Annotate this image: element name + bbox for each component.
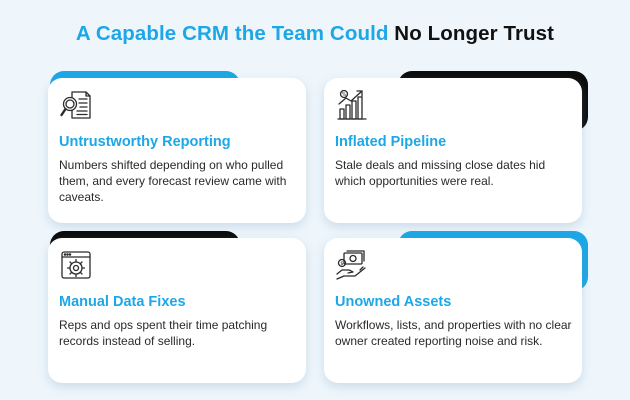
card-untrustworthy-reporting: Untrustworthy Reporting Numbers shifted … <box>48 71 306 223</box>
svg-text:%: % <box>342 92 347 98</box>
card-description: Reps and ops spent their time patching r… <box>59 318 268 348</box>
card-title: Untrustworthy Reporting <box>59 134 231 150</box>
gear-browser-icon <box>61 251 91 279</box>
card-body: Manual Data Fixes Reps and ops spent the… <box>48 238 306 383</box>
card-description: Stale deals and missing close dates hid … <box>335 158 546 188</box>
card-title: Inflated Pipeline <box>335 134 447 150</box>
title-part-1: A Capable CRM the Team Could <box>75 22 389 45</box>
document-magnifier-icon <box>60 91 91 119</box>
card-title: Manual Data Fixes <box>59 294 186 310</box>
card-description: Workflows, lists, and properties with no… <box>335 318 572 348</box>
card-title: Unowned Assets <box>335 294 452 310</box>
title-part-2: No Longer Trust <box>394 22 555 45</box>
svg-text:$: $ <box>340 261 343 267</box>
money-hand-icon: $ <box>336 250 366 280</box>
card-body: Untrustworthy Reporting Numbers shifted … <box>48 78 306 223</box>
card-body: $ Unowned Assets Workflows, lists, and p… <box>324 238 582 383</box>
card-unowned-assets: $ Unowned Assets Workflows, lists, and p… <box>324 231 588 383</box>
bar-chart-growth-icon: % <box>337 89 367 120</box>
card-description: Numbers shifted depending on who pulled … <box>59 158 287 204</box>
card-inflated-pipeline: % Inflated Pipeline Stale deals and miss… <box>324 71 588 223</box>
card-manual-data-fixes: Manual Data Fixes Reps and ops spent the… <box>48 231 306 383</box>
card-body: % Inflated Pipeline Stale deals and miss… <box>324 78 582 223</box>
page-title: A Capable CRM the Team Could No Longer T… <box>0 22 630 46</box>
